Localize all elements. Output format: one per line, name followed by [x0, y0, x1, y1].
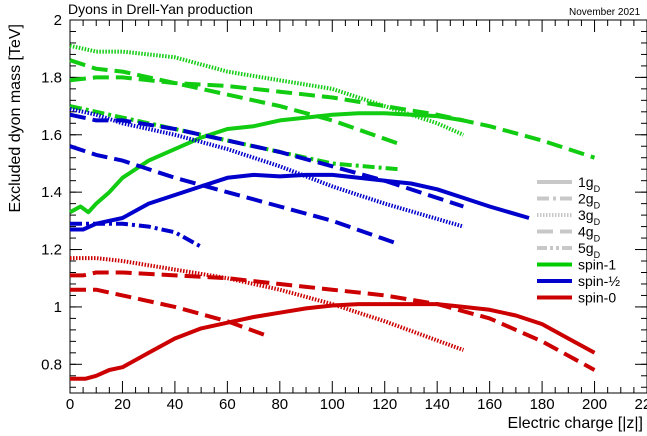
y-tick-label: 1	[54, 299, 62, 316]
series-line	[69, 43, 465, 137]
x-tick-label: 180	[530, 396, 555, 413]
x-tick-label: 140	[425, 396, 450, 413]
x-tick-label: 100	[320, 396, 345, 413]
plot-frame	[69, 19, 647, 394]
y-tick-label: 1.8	[41, 69, 62, 86]
x-tick-label: 40	[167, 396, 184, 413]
y-axis-label: Excluded dyon mass [TeV]	[7, 24, 24, 213]
x-tick-label: 20	[114, 396, 131, 413]
x-tick-label: 0	[66, 396, 74, 413]
series-line	[70, 302, 596, 381]
series-line	[69, 104, 398, 172]
y-tick-label: 1.6	[41, 127, 62, 144]
y-tick-label: 1.4	[41, 184, 62, 201]
series-layer	[69, 43, 596, 381]
axis-ticks: 0 20 40 60 80 100 120 140 160 180 200 220 0.8 1 1.2 1.4…	[41, 12, 647, 413]
series-line	[70, 221, 203, 249]
series-line	[70, 172, 530, 232]
legend-label: spin-1	[578, 257, 616, 273]
x-tick-label: 80	[271, 396, 288, 413]
x-tick-label: 200	[582, 396, 607, 413]
x-tick-label: 160	[477, 396, 502, 413]
legend-label: spin-0	[578, 290, 616, 306]
series-line	[69, 112, 465, 209]
series-line	[70, 270, 596, 372]
series-line	[69, 75, 596, 160]
series-line	[69, 106, 464, 229]
y-tick-label: 1.2	[41, 242, 62, 259]
series-line	[69, 144, 399, 246]
y-tick-label: 0.8	[41, 356, 62, 373]
chart-date: November 2021	[569, 7, 641, 18]
x-tick-label: 220	[634, 396, 647, 413]
x-axis-label: Electric charge [|z|]	[508, 415, 643, 432]
x-tick-label: 120	[372, 396, 397, 413]
legend-label: spin-½	[578, 273, 620, 289]
series-line	[69, 111, 464, 215]
series-line	[70, 287, 268, 338]
x-tick-label: 60	[219, 396, 236, 413]
series-line	[70, 256, 465, 352]
chart-title: Dyons in Drell-Yan production	[68, 1, 253, 17]
series-line	[69, 58, 399, 146]
y-tick-label: 2	[54, 12, 62, 29]
